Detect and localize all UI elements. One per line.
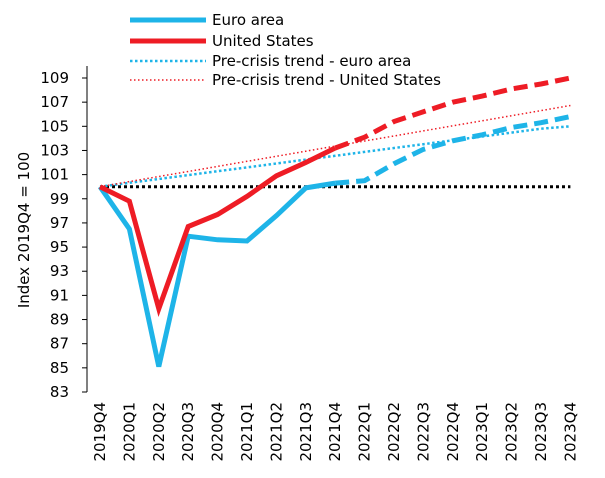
y-tick-label: 101 <box>40 166 69 184</box>
x-tick-label: 2021Q4 <box>326 402 344 462</box>
y-tick-label: 83 <box>50 383 69 401</box>
legend-item-trend-united-states: Pre-crisis trend - United States <box>130 71 441 89</box>
x-tick-label: 2022Q4 <box>444 402 462 462</box>
x-tick-label: 2019Q4 <box>91 402 109 462</box>
legend-label-trend-united-states: Pre-crisis trend - United States <box>212 71 441 89</box>
legend-item-trend-euro-area: Pre-crisis trend - euro area <box>130 52 411 70</box>
legend-item-united-states: United States <box>130 32 314 50</box>
y-tick-label: 85 <box>50 359 69 377</box>
series-line-euro-area-actual <box>97 180 336 368</box>
y-axis: 83 85 87 89 91 93 95 97 99 101 103 105 107 109 <box>40 66 88 401</box>
legend-label-united-states: United States <box>212 32 314 50</box>
legend-label-trend-euro-area: Pre-crisis trend - euro area <box>212 52 411 70</box>
y-tick-label: 107 <box>40 93 69 111</box>
y-tick-label: 95 <box>50 238 69 256</box>
legend: Euro area United States Pre-crisis trend… <box>130 11 441 89</box>
x-tick-label: 2020Q1 <box>120 402 138 462</box>
x-tick-label: 2020Q2 <box>150 402 168 462</box>
x-tick-label: 2022Q2 <box>385 402 403 462</box>
x-tick-label: 2023Q2 <box>503 402 521 462</box>
y-tick-label: 91 <box>50 286 69 304</box>
trend-line-euro-area <box>99 125 571 188</box>
x-axis: 2019Q4 2020Q1 2020Q2 2020Q3 2020Q4 2021Q1 2021… <box>91 402 579 462</box>
x-tick-label: 2023Q1 <box>473 402 491 462</box>
series-line-euro-area-projection <box>334 114 571 186</box>
y-tick-label: 109 <box>40 69 69 87</box>
y-tick-label: 103 <box>40 141 69 159</box>
series-line-united-states-actual <box>98 145 337 318</box>
series-line-united-states-projection <box>334 75 571 151</box>
x-tick-label: 2023Q4 <box>561 402 579 462</box>
y-tick-label: 99 <box>50 190 69 208</box>
x-tick-label: 2020Q3 <box>179 402 197 462</box>
y-tick-label: 89 <box>50 311 69 329</box>
x-tick-label: 2021Q1 <box>238 402 256 462</box>
x-tick-label: 2021Q2 <box>267 402 285 462</box>
y-tick-label: 87 <box>50 335 69 353</box>
y-tick-label: 93 <box>50 262 69 280</box>
y-tick-label: 97 <box>50 214 69 232</box>
x-tick-label: 2021Q3 <box>297 402 315 462</box>
x-tick-label: 2020Q4 <box>209 402 227 462</box>
legend-label-euro-area: Euro area <box>212 11 284 29</box>
legend-item-euro-area: Euro area <box>130 11 284 29</box>
y-axis-title: Index 2019Q4 = 100 <box>15 152 33 308</box>
plot-area <box>97 75 571 368</box>
x-tick-label: 2022Q3 <box>414 402 432 462</box>
x-tick-label: 2022Q1 <box>356 402 374 462</box>
y-tick-label: 105 <box>40 117 69 135</box>
x-tick-label: 2023Q3 <box>532 402 550 462</box>
